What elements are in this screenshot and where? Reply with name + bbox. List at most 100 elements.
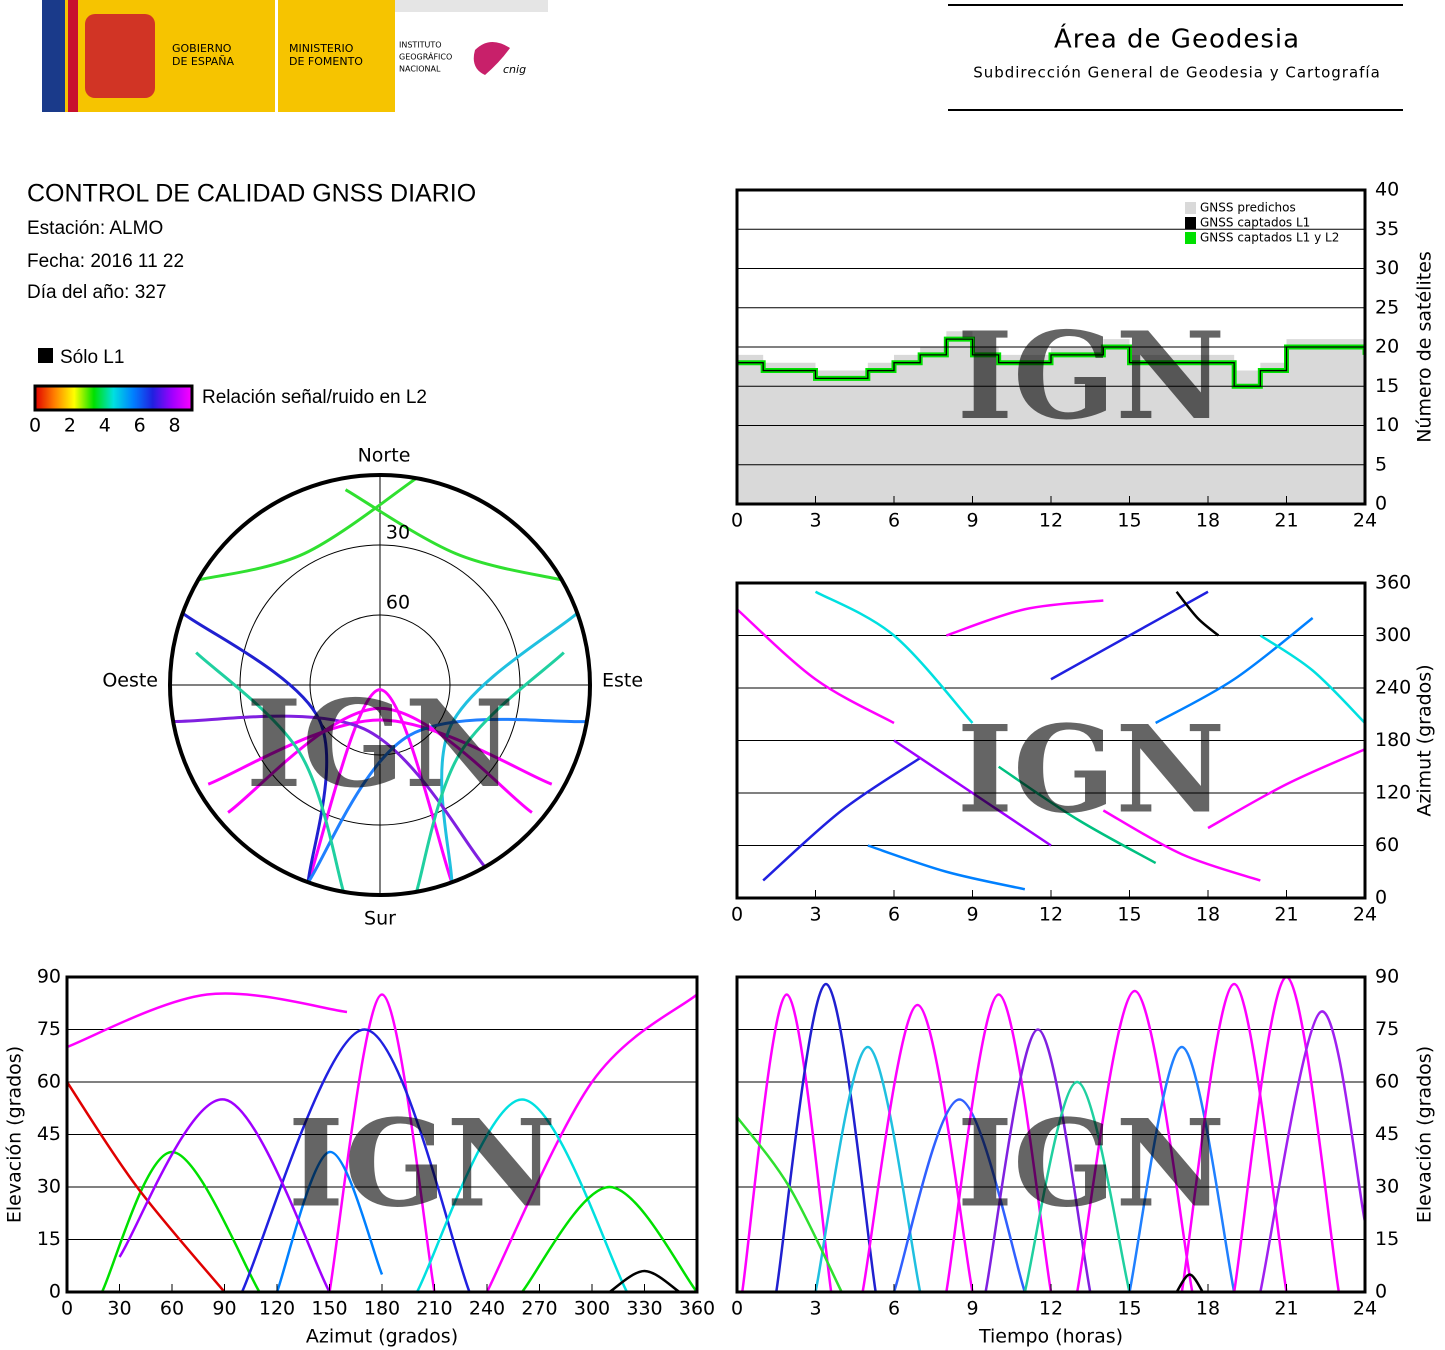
compass: Norte [358, 445, 411, 467]
area-subtitle: Subdirección General de Geodesia y Carto… [973, 64, 1381, 82]
track [197, 476, 418, 582]
track [608, 1269, 681, 1292]
l1-swatch [38, 348, 53, 363]
x-tick-label: 18 [1196, 904, 1220, 926]
y-tick-label: 0 [1375, 887, 1387, 909]
x-tick-label: 90 [212, 1298, 236, 1320]
coat-of-arms [85, 14, 155, 98]
x-tick-label: 270 [521, 1298, 557, 1320]
x-tick-label: 24 [1353, 1298, 1377, 1320]
track [893, 739, 1052, 847]
legend-swatch [1185, 202, 1196, 214]
track [1075, 989, 1194, 1292]
x-tick-label: 12 [1039, 510, 1063, 532]
x-tick-label: 21 [1274, 904, 1298, 926]
x-tick-label: 3 [809, 904, 821, 926]
x-tick-label: 300 [574, 1298, 610, 1320]
track [118, 1098, 331, 1292]
x-tick-label: 18 [1196, 1298, 1220, 1320]
y-tick-label: 15 [1375, 1228, 1399, 1250]
ring-label: 30 [386, 522, 410, 544]
y-tick-label: 35 [1375, 218, 1399, 240]
track [1232, 977, 1341, 1292]
y-tick-label: 15 [1375, 375, 1399, 397]
x-tick-label: 120 [259, 1298, 295, 1320]
y-tick-label: 15 [37, 1228, 61, 1250]
track [207, 718, 553, 786]
colorbar-tick: 0 [29, 415, 41, 437]
y-axis-label: Número de satélites [1414, 251, 1436, 443]
track [440, 612, 579, 883]
x-axis-label: Tiempo (horas) [978, 1326, 1123, 1348]
x-tick-label: 210 [416, 1298, 452, 1320]
area-title: Área de Geodesia [1054, 23, 1300, 55]
y-tick-label: 120 [1375, 782, 1411, 804]
watermark: IGN [957, 306, 1225, 447]
colorbar [33, 384, 194, 412]
y-tick-label: 30 [37, 1176, 61, 1198]
plot [67, 977, 697, 1292]
track [997, 765, 1157, 865]
track [415, 651, 565, 893]
watermark: IGN [246, 674, 514, 815]
track [173, 714, 487, 868]
track [485, 993, 697, 1292]
x-tick-label: 12 [1039, 1298, 1063, 1320]
report-date: Fecha: 2016 11 22 [27, 251, 184, 272]
track [1050, 590, 1209, 681]
y-tick-label: 240 [1375, 677, 1411, 699]
compass: Sur [364, 908, 396, 930]
ministry-block [278, 0, 395, 112]
cnig-text: cnig [503, 63, 526, 76]
track [344, 488, 563, 582]
y-tick-label: 30 [1375, 1176, 1399, 1198]
track [762, 756, 921, 882]
x-tick-label: 6 [888, 510, 900, 532]
track [775, 982, 877, 1292]
y-tick-label: 180 [1375, 729, 1411, 751]
track [945, 993, 1053, 1292]
watermark: IGN [957, 700, 1225, 841]
x-tick-label: 15 [1117, 904, 1141, 926]
plot [737, 583, 1365, 898]
institute-bar [395, 0, 548, 12]
y-tick-label: 0 [49, 1281, 61, 1303]
x-tick-label: 330 [626, 1298, 662, 1320]
plot [737, 190, 1365, 504]
x-tick-label: 240 [469, 1298, 505, 1320]
institute-text: GEOGRÁFICO [399, 51, 452, 62]
track [1155, 617, 1314, 725]
flag-blue [42, 0, 65, 112]
track [1128, 1045, 1236, 1292]
track [892, 1098, 1027, 1292]
frame [168, 473, 592, 897]
x-tick-label: 12 [1039, 904, 1063, 926]
x-tick-label: 24 [1353, 904, 1377, 926]
x-tick-label: 9 [966, 510, 978, 532]
x-tick-label: 6 [888, 1298, 900, 1320]
track [181, 611, 329, 883]
colorbar-tick: 4 [99, 415, 111, 437]
x-tick-label: 3 [809, 1298, 821, 1320]
track [867, 844, 1026, 891]
y-tick-label: 0 [1375, 1281, 1387, 1303]
x-tick-label: 60 [160, 1298, 184, 1320]
l1-label: Sólo L1 [60, 347, 124, 368]
y-tick-label: 60 [1375, 1071, 1399, 1093]
y-tick-label: 60 [1375, 834, 1399, 856]
y-tick-label: 300 [1375, 624, 1411, 646]
ministry-text: DE FOMENTO [289, 55, 363, 68]
colorbar-tick: 6 [134, 415, 146, 437]
track [1259, 1010, 1365, 1292]
track [945, 599, 1104, 637]
y-axis-label: Azimut (grados) [1414, 664, 1436, 816]
track [984, 1028, 1092, 1292]
x-tick-label: 15 [1117, 1298, 1141, 1320]
y-tick-label: 75 [37, 1018, 61, 1040]
track [737, 608, 895, 725]
x-tick-label: 180 [364, 1298, 400, 1320]
y-tick-label: 45 [1375, 1123, 1399, 1145]
y-tick-label: 20 [1375, 336, 1399, 358]
step-line [737, 338, 1365, 387]
